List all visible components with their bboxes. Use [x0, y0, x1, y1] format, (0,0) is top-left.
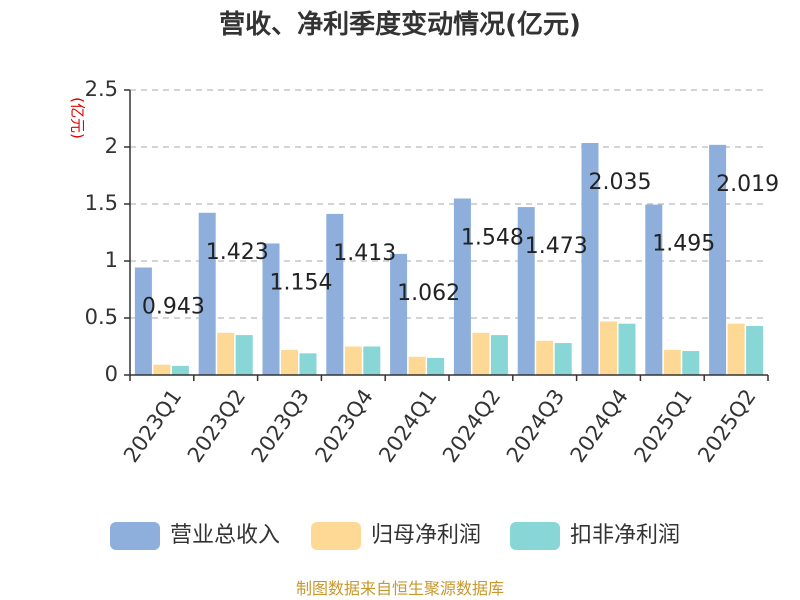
bar-series-3 — [299, 353, 317, 375]
bar-series-1 — [326, 213, 344, 375]
data-label: 1.495 — [652, 232, 715, 257]
bar-series-3 — [235, 335, 253, 375]
legend-swatch — [311, 522, 361, 550]
x-tick-label: 2023Q4 — [310, 385, 377, 467]
data-source-note: 制图数据来自恒生聚源数据库 — [296, 579, 504, 598]
legend-label: 扣非净利润 — [570, 523, 680, 548]
legend-label: 归母净利润 — [371, 523, 481, 548]
bar-series-1 — [134, 267, 152, 375]
chart-title: 营收、净利季度变动情况(亿元) — [219, 9, 581, 40]
bar-series-3 — [490, 335, 508, 375]
bar-series-2 — [408, 356, 426, 375]
legend: 营业总收入 归母净利润 扣非净利润 — [110, 522, 680, 550]
bar-series-2 — [663, 349, 681, 375]
bar-series-1 — [390, 253, 408, 375]
legend-label: 营业总收入 — [170, 523, 280, 548]
x-tick-label: 2025Q2 — [693, 385, 760, 467]
x-tick-labels: 2023Q12023Q22023Q32023Q42024Q12024Q22024… — [119, 385, 761, 467]
bar-series-1 — [709, 144, 727, 375]
bar-series-3 — [618, 323, 636, 375]
y-axis-unit: (亿元) — [69, 97, 87, 139]
bar-series-3 — [554, 343, 572, 375]
legend-swatch — [110, 522, 160, 550]
y-tick-labels: 0 0.5 1 1.5 2 2.5 — [85, 77, 118, 386]
y-tick-label: 0 — [105, 362, 118, 386]
bar-series-3 — [363, 346, 381, 375]
bar-series-3 — [682, 351, 700, 375]
x-tick-label: 2024Q3 — [502, 385, 569, 467]
bar-series-1 — [453, 198, 471, 375]
x-tick-label: 2023Q1 — [119, 385, 186, 467]
legend-swatch — [510, 522, 560, 550]
bar-series-2 — [281, 349, 298, 375]
bar-series-3 — [427, 357, 445, 375]
y-tick-label: 1 — [105, 248, 118, 272]
data-label: 1.062 — [397, 281, 460, 306]
bar-series-2 — [344, 346, 362, 375]
data-label: 2.035 — [589, 170, 652, 195]
bar-series-1 — [198, 212, 216, 375]
x-tick-label: 2024Q2 — [438, 385, 505, 467]
bar-series-3 — [171, 365, 189, 375]
bar-series — [134, 143, 764, 375]
x-tick-label: 2024Q1 — [374, 385, 441, 467]
bar-series-2 — [217, 332, 235, 375]
x-tick-label: 2023Q3 — [247, 385, 314, 467]
bar-series-3 — [746, 325, 764, 375]
data-label: 0.943 — [142, 294, 205, 319]
data-label: 1.154 — [270, 270, 333, 295]
bar-series-2 — [600, 321, 617, 375]
axes — [124, 89, 769, 381]
bar-series-2 — [153, 364, 171, 375]
y-tick-label: 1.5 — [85, 191, 118, 215]
data-label: 1.423 — [206, 240, 269, 265]
y-tick-label: 0.5 — [85, 305, 118, 329]
data-label: 2.019 — [716, 172, 779, 197]
bar-series-1 — [581, 143, 599, 375]
y-tick-label: 2.5 — [85, 77, 118, 101]
bar-series-1 — [517, 207, 535, 375]
bar-series-1 — [262, 243, 280, 375]
x-tick-label: 2024Q4 — [566, 385, 633, 467]
bar-series-2 — [536, 340, 554, 375]
y-tick-label: 2 — [105, 134, 118, 158]
data-label: 1.473 — [525, 234, 588, 259]
bar-series-2 — [472, 332, 490, 375]
data-label: 1.413 — [333, 241, 396, 266]
data-label: 1.548 — [461, 226, 524, 251]
x-tick-label: 2023Q2 — [183, 385, 250, 467]
x-tick-label: 2025Q1 — [629, 385, 696, 467]
bar-series-1 — [645, 204, 663, 375]
bar-series-2 — [727, 323, 745, 375]
